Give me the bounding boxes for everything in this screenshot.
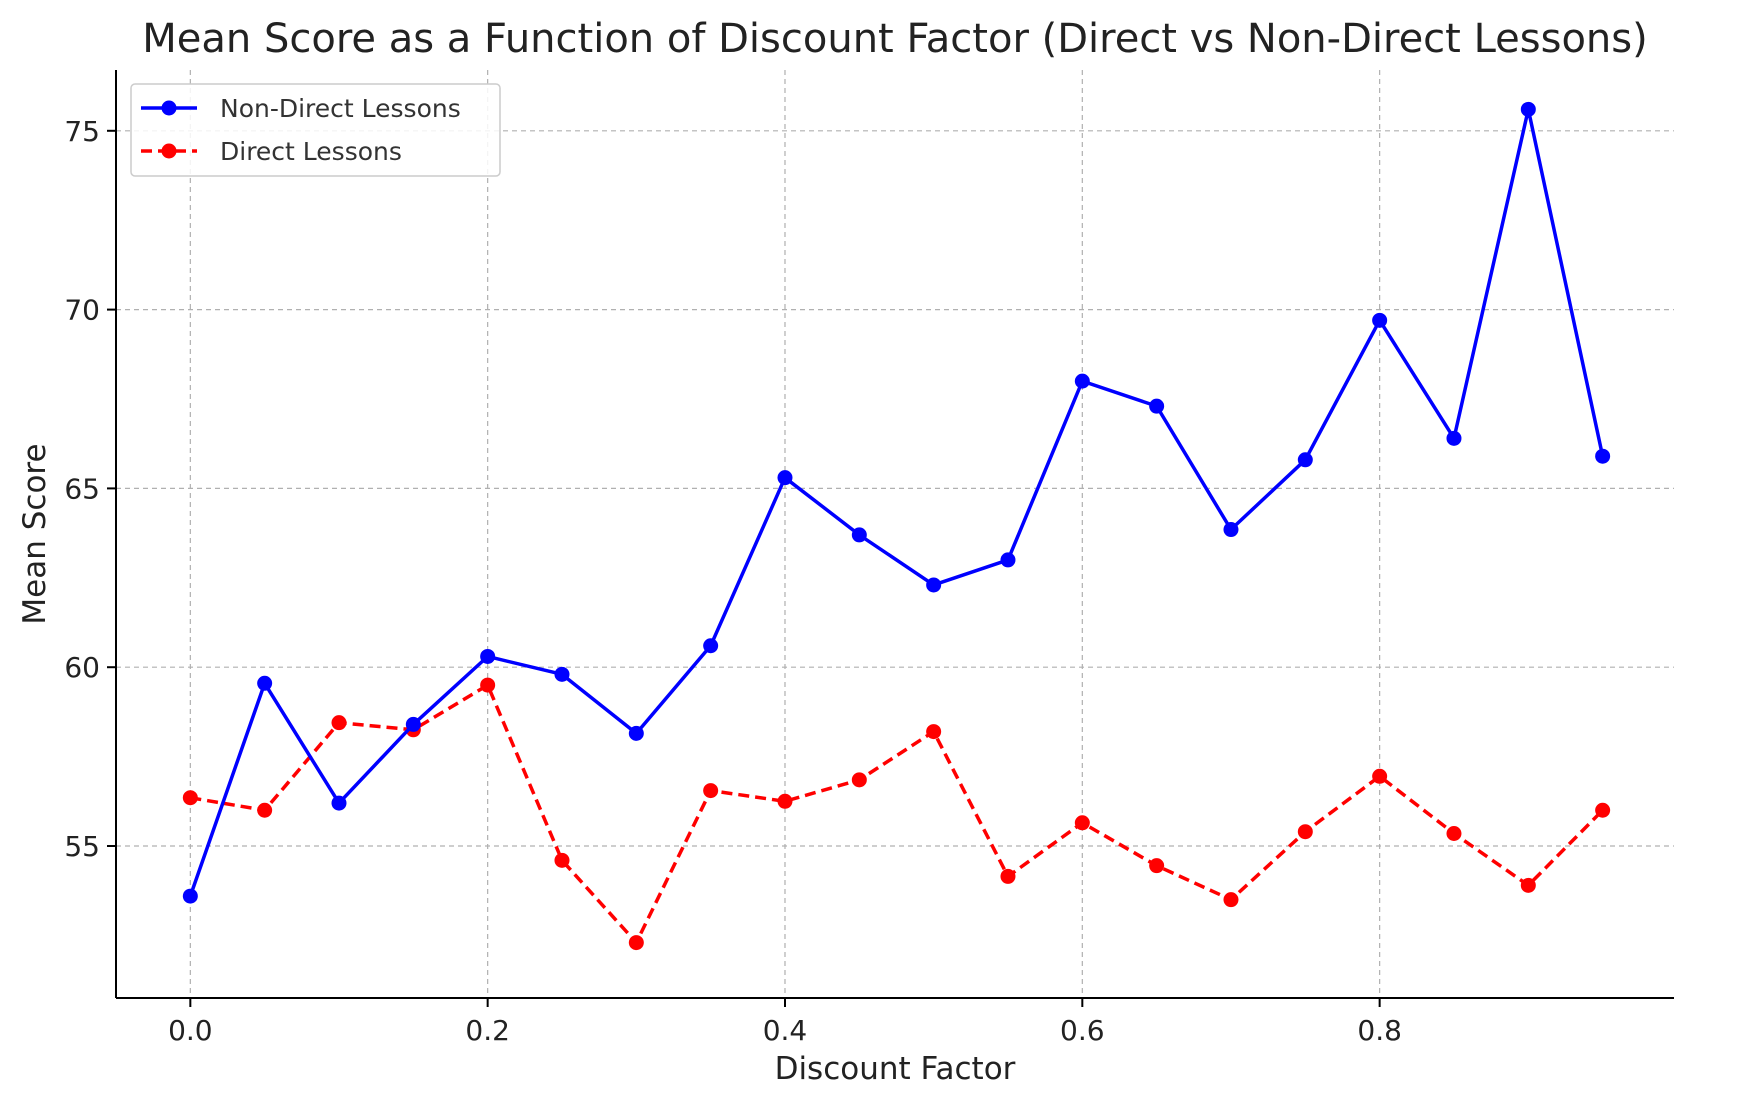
y-tick-label: 60	[64, 651, 100, 684]
data-point-direct-lessons	[480, 677, 496, 693]
series-direct-lessons	[182, 677, 1611, 951]
data-point-non-direct-lessons	[331, 795, 347, 811]
x-tick-label: 0.6	[1060, 1014, 1105, 1047]
axes	[115, 70, 1674, 999]
series-line-direct-lessons	[190, 683, 1604, 945]
data-point-direct-lessons	[554, 852, 570, 868]
x-tick-label: 0.8	[1357, 1014, 1402, 1047]
data-point-non-direct-lessons	[1595, 448, 1611, 464]
data-point-direct-lessons	[777, 793, 793, 809]
data-point-non-direct-lessons	[851, 527, 867, 543]
data-point-non-direct-lessons	[777, 470, 793, 486]
data-point-direct-lessons	[1520, 877, 1536, 893]
data-point-non-direct-lessons	[405, 716, 421, 732]
y-axis-label: Mean Score	[17, 443, 53, 624]
data-point-non-direct-lessons	[1372, 312, 1388, 328]
data-point-non-direct-lessons	[257, 675, 273, 691]
data-point-direct-lessons	[257, 802, 273, 818]
data-point-direct-lessons	[1149, 858, 1165, 874]
data-point-non-direct-lessons	[1074, 373, 1090, 389]
legend: Non-Direct Lessons Direct Lessons	[130, 83, 501, 177]
y-tick-label: 70	[64, 294, 100, 327]
data-point-direct-lessons	[1446, 826, 1462, 841]
data-point-direct-lessons	[926, 724, 942, 740]
data-point-direct-lessons	[1372, 768, 1388, 784]
series-non-direct-lessons	[182, 101, 1611, 904]
data-point-non-direct-lessons	[1000, 552, 1016, 568]
data-point-non-direct-lessons	[1149, 398, 1165, 414]
data-point-non-direct-lessons	[1223, 522, 1239, 538]
legend-label-direct: Direct Lessons	[220, 137, 402, 166]
legend-label-non-direct: Non-Direct Lessons	[220, 94, 461, 123]
data-point-direct-lessons	[1000, 868, 1016, 884]
x-axis-label: Discount Factor	[775, 1051, 1016, 1087]
data-point-non-direct-lessons	[480, 648, 496, 664]
x-tick-label: 0.0	[168, 1014, 213, 1047]
grid	[116, 70, 1674, 998]
series-group	[182, 101, 1611, 951]
data-point-non-direct-lessons	[182, 888, 198, 904]
data-point-direct-lessons	[703, 783, 719, 799]
data-point-non-direct-lessons	[554, 666, 570, 682]
y-tick-label: 75	[64, 115, 100, 148]
data-point-direct-lessons	[851, 772, 867, 788]
x-tick-label: 0.2	[465, 1014, 510, 1047]
legend-marker-direct	[161, 143, 177, 159]
data-point-direct-lessons	[182, 790, 198, 806]
data-point-direct-lessons	[1223, 892, 1239, 908]
ticks: 0.0 0.2 0.4 0.6 0.8 55 60 65 70 75	[64, 115, 1402, 1047]
data-point-direct-lessons	[1074, 815, 1090, 831]
data-point-direct-lessons	[628, 935, 644, 951]
legend-box	[130, 83, 501, 177]
data-point-non-direct-lessons	[926, 577, 942, 593]
data-point-non-direct-lessons	[1297, 452, 1313, 468]
chart-title: Mean Score as a Function of Discount Fac…	[142, 16, 1647, 62]
series-line-non-direct-lessons	[188, 107, 1605, 897]
y-tick-label: 65	[64, 472, 100, 505]
y-tick-label: 55	[64, 830, 100, 863]
data-point-direct-lessons	[1595, 802, 1611, 818]
data-point-non-direct-lessons	[628, 725, 644, 741]
legend-marker-non-direct	[161, 100, 177, 116]
data-point-non-direct-lessons	[703, 638, 719, 654]
x-tick-label: 0.4	[763, 1014, 808, 1047]
data-point-non-direct-lessons	[1446, 430, 1462, 446]
data-point-direct-lessons	[331, 715, 347, 731]
data-point-direct-lessons	[1297, 824, 1313, 840]
data-point-non-direct-lessons	[1520, 101, 1536, 117]
